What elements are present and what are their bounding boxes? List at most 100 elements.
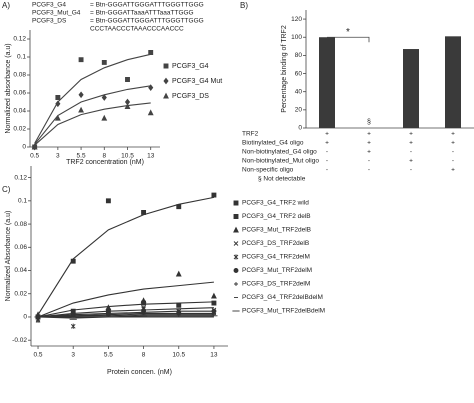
y-tick-label: 0.04 <box>14 267 27 274</box>
significance-bracket <box>327 36 370 43</box>
data-point <box>78 106 84 113</box>
sequence-name: PCGF3_G4 <box>32 2 66 9</box>
table-cell: + <box>325 140 329 147</box>
legend-label: PCGF3_DS_TRF2delB <box>242 240 309 247</box>
legend-label: PCGF3_DS <box>172 93 209 100</box>
data-point <box>101 94 107 101</box>
data-point <box>54 114 61 121</box>
data-point <box>124 103 131 109</box>
sequence-text: = Btn-GGGATTGGGATTTGGGTTGGG <box>90 2 204 9</box>
table-cell: - <box>326 158 328 165</box>
legend-marker <box>163 77 169 85</box>
x-tick-label: 8 <box>102 153 106 160</box>
panel-label: B) <box>240 1 248 10</box>
panel-label: C) <box>2 185 11 194</box>
table-cell: + <box>367 131 371 138</box>
sequence-text: CCCTAACCCTAAACCCAACCC <box>90 26 184 33</box>
legend-label: PCGF3_DS_TRF2delM <box>242 281 310 288</box>
table-row-label: Non-biotinylated_G4 oligo <box>242 149 317 156</box>
data-point <box>176 302 182 308</box>
legend-marker <box>233 214 239 219</box>
data-point <box>211 308 217 314</box>
y-tick-label: 0.1 <box>18 198 27 205</box>
data-point <box>70 323 76 329</box>
table-cell: + <box>409 158 413 165</box>
fit-curve <box>37 196 215 315</box>
legend-marker <box>233 241 239 246</box>
table-cell: - <box>410 167 412 174</box>
legend-label: PCGF3_G4 Mut <box>172 78 222 85</box>
y-tick-label: 0.06 <box>13 90 26 97</box>
table-row-label: Non-specific oligo <box>242 167 294 174</box>
y-axis-label: Normalized absorbance (a.u) <box>5 43 12 133</box>
data-point <box>141 210 147 215</box>
x-tick-label: 10.5 <box>172 352 185 359</box>
sequence-text: = Btn-GGGATTGGGATTTGGGTTGGG <box>90 18 204 25</box>
table-cell: + <box>451 140 455 147</box>
legend-label: PCGF3_Mut_TRF2delM <box>242 267 312 274</box>
table-cell: + <box>325 131 329 138</box>
legend-marker <box>233 226 239 233</box>
x-axis-label: TRF2 concentration (nM) <box>66 159 144 166</box>
x-tick-label: 5.5 <box>77 153 86 160</box>
legend-label: PCGF3_G4_TRF2delM <box>242 254 310 261</box>
fit-curve <box>34 53 151 144</box>
data-point <box>31 143 38 150</box>
y-tick-label: 0.1 <box>17 54 26 61</box>
table-cell: - <box>452 149 454 156</box>
sequence-name: PCGF3_DS <box>32 18 67 25</box>
y-tick-label: 0 <box>23 314 27 321</box>
fit-curve <box>37 281 214 318</box>
x-tick-label: 13 <box>147 153 155 160</box>
fit-curve <box>37 310 214 318</box>
y-tick-label: 0.02 <box>13 126 26 133</box>
legend-marker <box>233 268 239 273</box>
table-cell: + <box>409 131 413 138</box>
data-point <box>78 91 84 99</box>
x-tick-label: 0.5 <box>30 153 39 160</box>
data-point <box>211 192 217 198</box>
y-tick-label: 0.04 <box>13 108 26 115</box>
legend-label: PCGF3_G4_TRF2 delB <box>242 213 311 220</box>
table-cell: + <box>451 167 455 174</box>
fit-curve <box>34 85 151 145</box>
table-cell: + <box>451 131 455 138</box>
data-point <box>78 57 84 63</box>
data-point <box>70 258 76 264</box>
data-point <box>125 77 130 82</box>
data-point <box>211 292 217 299</box>
data-point <box>55 95 61 100</box>
y-tick-label: 100 <box>291 34 302 41</box>
legend-marker <box>163 92 169 99</box>
table-row-label: Non-biotinylated_Mut oligo <box>242 158 319 165</box>
table-cell: + <box>367 149 371 156</box>
table-cell: - <box>410 149 412 156</box>
table-cell: - <box>326 167 328 174</box>
y-tick-label: 0.08 <box>13 72 26 79</box>
x-tick-label: 3 <box>56 153 60 160</box>
x-tick-label: 8 <box>142 352 146 359</box>
data-point <box>141 310 146 315</box>
bar <box>403 49 419 128</box>
data-point <box>176 204 182 210</box>
fit-curve <box>34 102 151 146</box>
y-tick-label: 60 <box>295 70 303 77</box>
panel-label: A) <box>2 1 10 10</box>
table-cell: - <box>452 158 454 165</box>
table-cell: - <box>326 149 328 156</box>
table-row-label: Biotinylated_G4 oligo <box>242 140 304 147</box>
legend-marker <box>163 63 169 69</box>
y-tick-label: 0.02 <box>14 290 27 297</box>
not-detectable-mark: § <box>367 119 371 126</box>
data-point <box>140 297 147 304</box>
y-tick-label: 0.12 <box>13 36 26 43</box>
x-axis-label: Protein concen. (nM) <box>107 369 172 376</box>
y-tick-label: -0.02 <box>12 337 27 344</box>
x-tick-label: 13 <box>210 352 218 359</box>
legend-marker <box>234 282 238 286</box>
legend-label: PCGF3_Mut_TRF2delB <box>242 227 311 234</box>
bar <box>319 37 335 128</box>
data-point <box>105 198 111 204</box>
fit-curve <box>38 314 214 318</box>
